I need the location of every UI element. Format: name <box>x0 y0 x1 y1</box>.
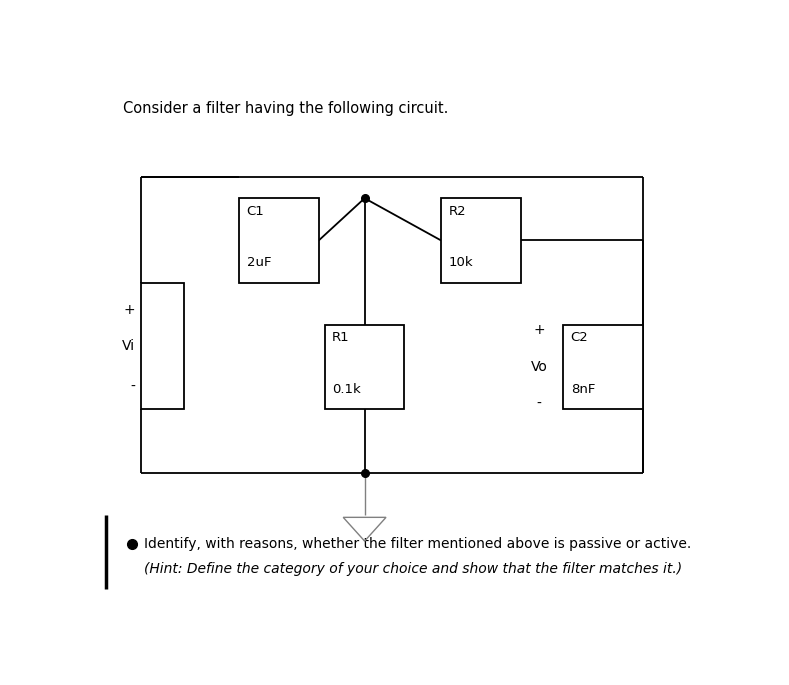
Text: Vo: Vo <box>530 360 548 374</box>
Text: +: + <box>124 303 136 317</box>
Text: C1: C1 <box>247 205 264 218</box>
Bar <box>141 283 184 409</box>
Text: 0.1k: 0.1k <box>332 383 361 396</box>
Text: 8nF: 8nF <box>570 383 595 396</box>
Text: Consider a filter having the following circuit.: Consider a filter having the following c… <box>123 101 448 116</box>
Text: -: - <box>537 397 541 411</box>
Text: R2: R2 <box>448 205 466 218</box>
Text: 10k: 10k <box>448 256 473 269</box>
Text: R1: R1 <box>332 331 350 344</box>
Bar <box>441 198 521 283</box>
Text: Identify, with reasons, whether the filter mentioned above is passive or active.: Identify, with reasons, whether the filt… <box>144 537 692 551</box>
Bar <box>325 325 405 409</box>
Bar <box>563 325 643 409</box>
Text: C2: C2 <box>570 331 589 344</box>
Text: (Hint: Define the category of your choice and show that the filter matches it.): (Hint: Define the category of your choic… <box>144 562 682 576</box>
Text: +: + <box>533 323 544 337</box>
Text: 2uF: 2uF <box>247 256 271 269</box>
Text: -: - <box>130 379 136 393</box>
Text: Vi: Vi <box>122 339 136 353</box>
Bar <box>239 198 319 283</box>
